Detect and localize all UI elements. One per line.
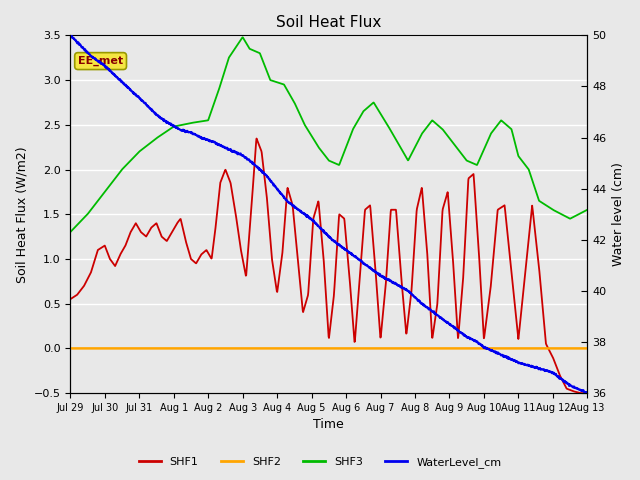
Y-axis label: Soil Heat Flux (W/m2): Soil Heat Flux (W/m2) xyxy=(15,146,28,283)
Text: EE_met: EE_met xyxy=(78,56,123,66)
Legend: SHF1, SHF2, SHF3, WaterLevel_cm: SHF1, SHF2, SHF3, WaterLevel_cm xyxy=(134,452,506,472)
Y-axis label: Water level (cm): Water level (cm) xyxy=(612,162,625,266)
Title: Soil Heat Flux: Soil Heat Flux xyxy=(276,15,381,30)
X-axis label: Time: Time xyxy=(314,419,344,432)
